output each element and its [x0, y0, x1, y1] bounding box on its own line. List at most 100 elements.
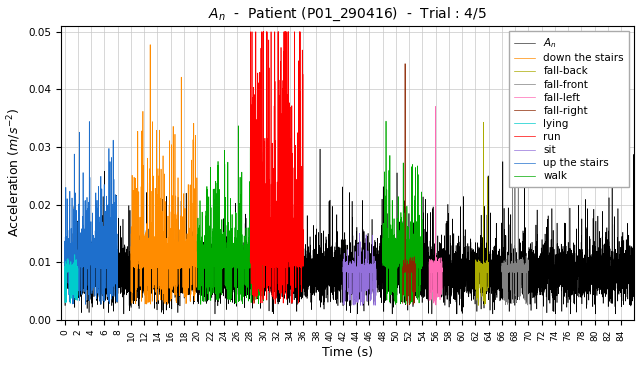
run	[250, 293, 257, 297]
walk	[223, 265, 230, 269]
fall-back	[472, 267, 479, 272]
fall-back	[479, 120, 487, 124]
walk	[403, 299, 410, 303]
fall-front	[501, 269, 509, 273]
walk	[397, 238, 404, 242]
sit	[356, 231, 364, 235]
$A_n$	[426, 272, 433, 276]
sit	[372, 268, 380, 272]
fall-left	[426, 265, 433, 269]
fall-back	[472, 269, 480, 273]
walk	[389, 258, 397, 262]
fall-front	[517, 263, 525, 267]
fall-left	[437, 292, 445, 297]
walk	[246, 253, 254, 257]
walk	[382, 119, 390, 123]
walk	[392, 302, 399, 307]
down the stairs	[180, 260, 188, 265]
fall-front	[498, 269, 506, 274]
fall-front	[507, 267, 515, 272]
sit	[359, 262, 367, 266]
$A_n$	[175, 248, 183, 252]
walk	[386, 167, 394, 172]
lying	[73, 270, 81, 274]
walk	[193, 249, 201, 253]
walk	[220, 255, 228, 259]
fall-back	[484, 258, 492, 263]
walk	[419, 217, 426, 222]
sit	[358, 303, 366, 308]
lying	[65, 269, 72, 273]
$A_n$	[630, 261, 638, 266]
Title: $A_n$  -  Patient (P01_290416)  -  Trial : 4/5: $A_n$ - Patient (P01_290416) - Trial : 4…	[209, 5, 488, 23]
lying	[61, 294, 69, 298]
Line: walk: walk	[383, 121, 422, 304]
Line: up the stairs: up the stairs	[65, 122, 118, 304]
sit	[357, 266, 365, 270]
up the stairs	[92, 265, 99, 269]
sit	[366, 299, 374, 303]
fall-front	[509, 30, 516, 34]
lying	[63, 257, 71, 261]
$A_n$	[316, 147, 324, 151]
fall-left	[438, 287, 446, 291]
up the stairs	[95, 240, 102, 245]
sit	[355, 268, 362, 272]
walk	[379, 261, 387, 265]
lying	[74, 267, 82, 271]
walk	[245, 235, 253, 239]
Line: lying: lying	[65, 255, 78, 303]
fall-left	[426, 263, 434, 268]
fall-right	[404, 303, 412, 307]
$A_n$	[61, 247, 68, 251]
run	[280, 30, 288, 34]
$A_n$	[624, 259, 632, 264]
up the stairs	[114, 262, 122, 267]
run	[287, 205, 294, 210]
fall-left	[425, 260, 433, 264]
up the stairs	[61, 257, 68, 261]
run	[246, 255, 254, 259]
fall-right	[399, 301, 406, 306]
up the stairs	[82, 302, 90, 307]
down the stairs	[193, 241, 201, 245]
fall-front	[525, 269, 532, 273]
run	[247, 30, 255, 34]
walk	[200, 242, 208, 246]
$A_n$	[345, 260, 353, 265]
walk	[234, 124, 242, 128]
Line: fall-front: fall-front	[502, 32, 529, 305]
run	[292, 241, 300, 245]
up the stairs	[107, 260, 115, 264]
down the stairs	[154, 258, 162, 262]
down the stairs	[164, 302, 172, 307]
fall-left	[428, 261, 435, 265]
fall-right	[401, 62, 409, 66]
fall-right	[403, 267, 410, 272]
Line: walk: walk	[197, 126, 264, 304]
run	[278, 283, 286, 287]
fall-right	[401, 267, 409, 271]
fall-left	[429, 259, 436, 264]
fall-back	[485, 270, 493, 274]
fall-left	[432, 104, 440, 109]
fall-front	[524, 303, 531, 307]
fall-back	[474, 303, 482, 308]
down the stairs	[173, 250, 180, 254]
Line: fall-left: fall-left	[429, 107, 442, 305]
run	[277, 250, 285, 254]
sit	[339, 260, 347, 264]
walk	[406, 302, 413, 306]
lying	[61, 292, 68, 296]
walk	[197, 302, 205, 307]
Line: $A_n$: $A_n$	[65, 149, 634, 314]
sit	[372, 267, 380, 271]
lying	[61, 300, 69, 304]
Y-axis label: Acceleration ($m/s^{-2}$): Acceleration ($m/s^{-2}$)	[6, 108, 23, 238]
fall-right	[399, 269, 407, 273]
lying	[67, 301, 74, 306]
fall-left	[438, 266, 445, 271]
$A_n$	[120, 312, 127, 316]
fall-right	[399, 261, 407, 265]
down the stairs	[134, 129, 141, 134]
